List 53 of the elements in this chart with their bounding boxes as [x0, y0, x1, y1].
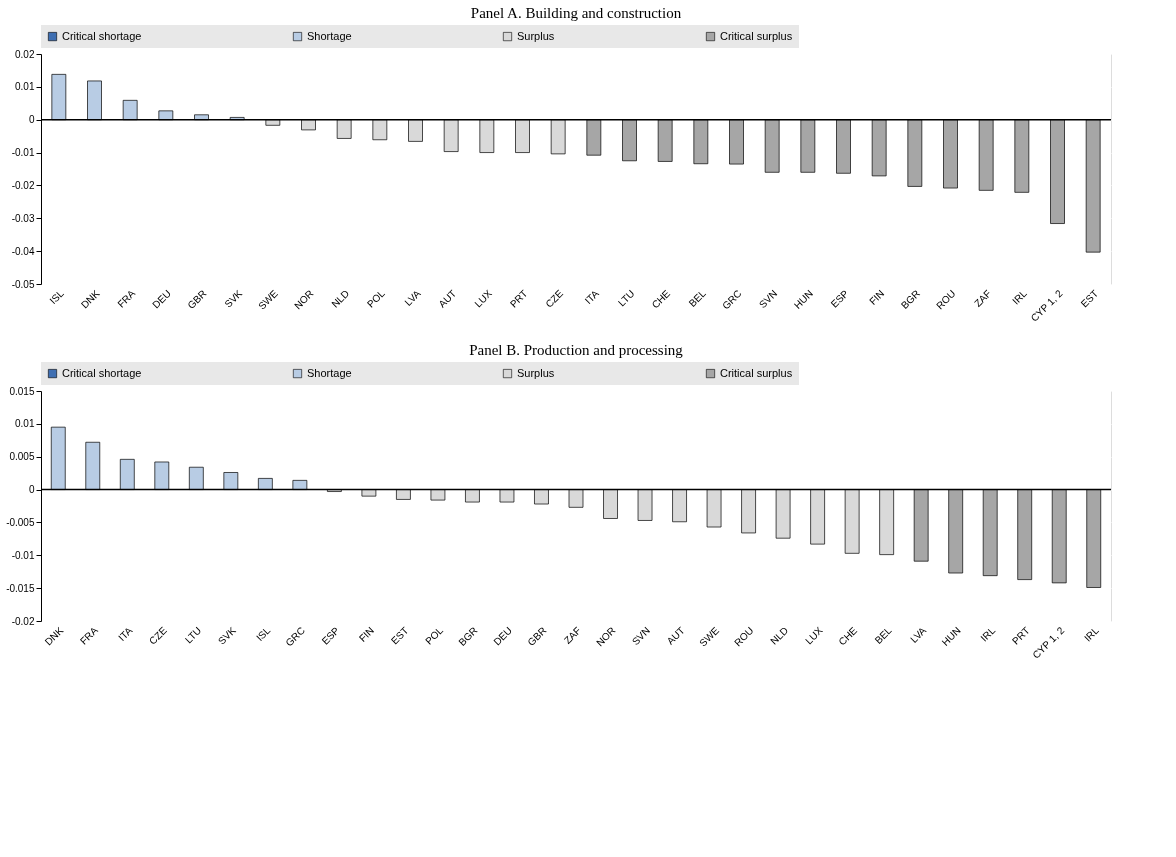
legend-label: Critical surplus: [720, 366, 793, 379]
legend-label: Surplus: [517, 29, 555, 42]
chart-title: Panel A. Building and construction: [470, 5, 682, 21]
y-tick-label: -0.01: [11, 549, 35, 561]
y-tick-label: -0.04: [11, 245, 35, 257]
x-tick-label: FRA: [115, 287, 138, 310]
x-tick-label: ESP: [828, 287, 851, 310]
y-tick-label: -0.015: [6, 582, 35, 594]
x-tick-label: ISL: [47, 287, 67, 307]
legend-label: Critical shortage: [62, 366, 142, 379]
y-tick-label: 0.01: [15, 418, 35, 430]
y-tick-label: -0.05: [11, 278, 35, 290]
y-tick-label: 0.005: [9, 451, 35, 463]
x-tick-label: IRL: [978, 624, 998, 644]
x-tick-label: IRL: [1010, 287, 1030, 307]
y-tick-label: -0.02: [11, 179, 35, 191]
y-tick-label: -0.01: [11, 147, 35, 159]
x-tick-label: BEL: [872, 624, 895, 646]
x-tick-label: LUX: [803, 624, 825, 647]
x-tick-label: ISL: [254, 624, 273, 644]
x-tick-label: BEL: [686, 287, 709, 309]
y-tick-label: 0.015: [9, 385, 35, 397]
legend-label: Shortage: [307, 29, 352, 42]
y-tick-label: 0.01: [15, 81, 35, 93]
legend-label: Surplus: [517, 366, 555, 379]
x-tick-label: ITA: [582, 287, 602, 307]
x-tick-label: LTU: [182, 624, 204, 646]
x-tick-label: LTU: [615, 287, 637, 309]
y-tick-label: -0.005: [6, 516, 35, 528]
y-tick-label: 0: [28, 484, 35, 496]
x-tick-label: FIN: [867, 287, 887, 307]
x-tick-label: SVK: [222, 287, 245, 310]
chart-title: Panel B. Production and processing: [469, 342, 684, 358]
y-tick-label: -0.03: [11, 212, 35, 224]
x-tick-label: SVK: [215, 624, 239, 647]
x-tick-label: NLD: [768, 624, 791, 647]
x-tick-label: CYP 1, 2: [1030, 624, 1067, 661]
x-tick-label: IRL: [1082, 624, 1102, 644]
legend-label: Critical surplus: [720, 29, 793, 42]
x-tick-label: POL: [364, 287, 388, 310]
y-tick-label: 0.02: [15, 48, 35, 60]
x-tick-label: LVA: [402, 287, 423, 308]
x-tick-label: POL: [423, 624, 446, 647]
x-tick-label: FIN: [356, 624, 376, 644]
legend-label: Critical shortage: [62, 29, 142, 42]
y-tick-label: 0: [28, 114, 35, 126]
x-tick-label: ITA: [116, 624, 135, 644]
x-tick-label: NLD: [329, 287, 352, 310]
legend-label: Shortage: [307, 366, 352, 379]
x-tick-label: LVA: [908, 624, 929, 645]
y-tick-label: -0.02: [11, 615, 35, 627]
x-tick-label: FRA: [77, 624, 101, 647]
x-tick-label: CYP 1, 2: [1028, 287, 1065, 324]
